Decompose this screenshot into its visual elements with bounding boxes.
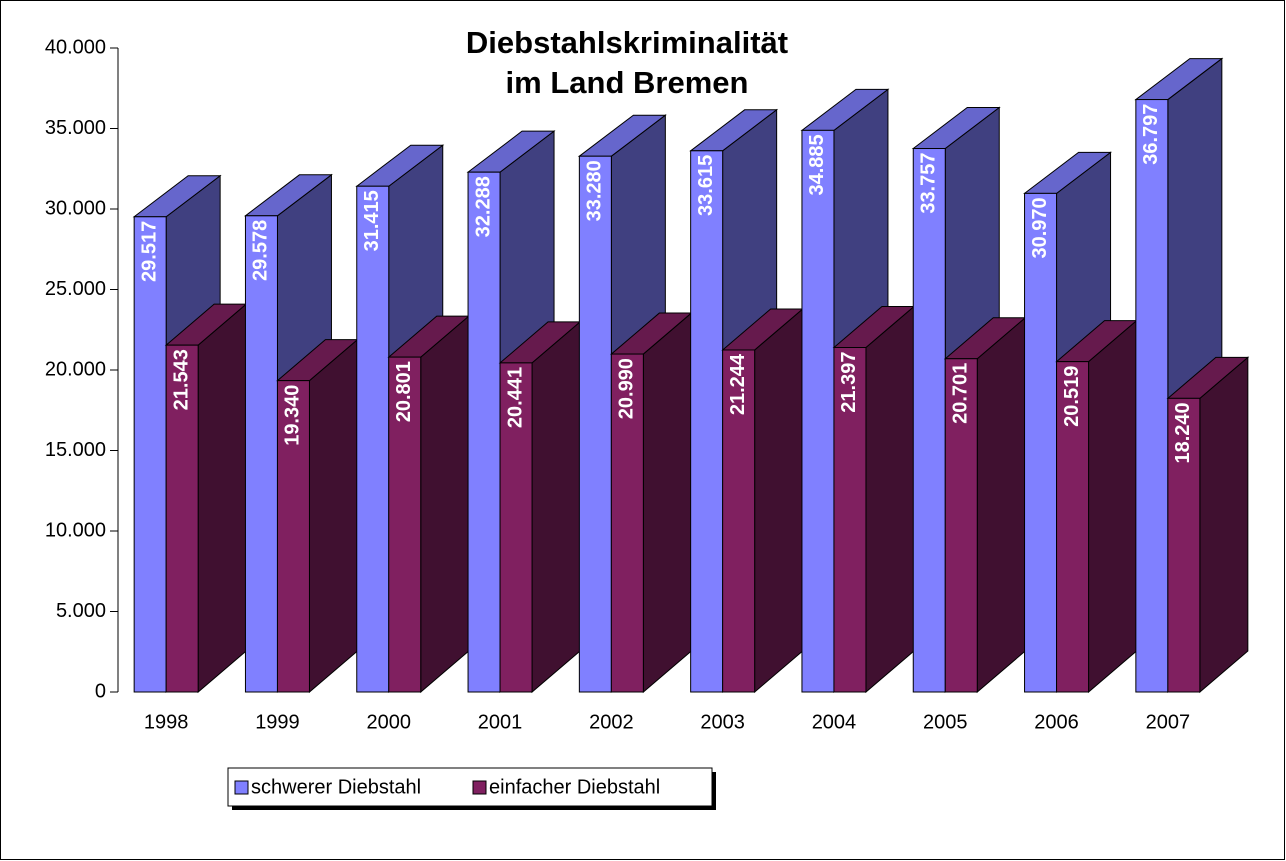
value-label: 29.578 (250, 220, 272, 281)
bar (1167, 397, 1201, 693)
bar (912, 148, 946, 693)
bar (833, 347, 867, 693)
legend-label: schwerer Diebstahl (251, 776, 421, 798)
value-label: 20.519 (1061, 366, 1083, 427)
value-label: 33.757 (918, 153, 940, 214)
value-label: 20.441 (504, 367, 526, 428)
y-tick-label: 25.000 (45, 278, 106, 300)
x-tick-label: 2002 (589, 711, 634, 733)
bar (1135, 99, 1169, 693)
y-tick-label: 15.000 (45, 439, 106, 461)
bar-side (642, 311, 692, 694)
bar-side (531, 320, 581, 694)
bar-side (754, 307, 804, 694)
value-label: 20.990 (616, 358, 638, 419)
bar-side (976, 316, 1026, 694)
value-label: 30.970 (1029, 197, 1051, 258)
x-tick-label: 1998 (144, 711, 189, 733)
bar (165, 344, 199, 693)
x-tick-label: 1999 (255, 711, 300, 733)
bar (722, 349, 756, 693)
bar (578, 155, 612, 693)
bar-side (420, 315, 470, 694)
y-tick-label: 30.000 (45, 197, 106, 219)
bar (276, 380, 310, 693)
x-tick-label: 2004 (812, 711, 857, 733)
y-tick-label: 40.000 (45, 36, 106, 58)
bar (801, 129, 835, 693)
value-label: 32.288 (472, 176, 494, 237)
bar-side (1088, 319, 1138, 694)
bar-side (865, 305, 915, 694)
value-label: 33.280 (584, 160, 606, 221)
legend-label: einfacher Diebstahl (489, 776, 660, 798)
value-label: 21.397 (838, 352, 860, 413)
value-label: 20.801 (393, 361, 415, 422)
x-tick-label: 2007 (1146, 711, 1191, 733)
value-label: 18.240 (1172, 402, 1194, 463)
x-tick-label: 2003 (700, 711, 745, 733)
legend-swatch (472, 780, 487, 795)
bar-side (197, 303, 247, 694)
chart-title: im Land Bremen (506, 65, 749, 100)
chart-title: Diebstahlskriminalität (466, 25, 788, 60)
bar (467, 171, 501, 693)
value-label: 19.340 (282, 385, 304, 446)
bar (388, 356, 422, 693)
bar-side (308, 338, 358, 694)
bar (944, 358, 978, 693)
legend (227, 767, 713, 807)
value-label: 33.615 (695, 155, 717, 216)
x-tick-label: 2000 (367, 711, 412, 733)
value-label: 31.415 (361, 190, 383, 251)
x-tick-label: 2001 (478, 711, 523, 733)
value-label: 21.543 (170, 349, 192, 410)
bar (1024, 192, 1058, 693)
value-label: 20.701 (950, 363, 972, 424)
value-label: 21.244 (727, 353, 749, 415)
y-tick-label: 5.000 (56, 600, 106, 622)
legend-swatch (234, 780, 249, 795)
bar (1056, 361, 1090, 693)
y-tick-label: 0 (95, 680, 106, 702)
y-tick-label: 35.000 (45, 117, 106, 139)
bar (244, 215, 278, 693)
bar (499, 362, 533, 693)
bar-side (1199, 356, 1249, 694)
bar (356, 185, 390, 693)
bar (690, 150, 724, 693)
value-label: 34.885 (806, 134, 828, 195)
value-label: 29.517 (138, 221, 160, 282)
y-tick-label: 20.000 (45, 358, 106, 380)
x-tick-label: 2006 (1034, 711, 1079, 733)
x-tick-label: 2005 (923, 711, 968, 733)
y-tick-label: 10.000 (45, 519, 106, 541)
value-label: 36.797 (1140, 104, 1162, 165)
bar (133, 216, 167, 693)
bar (610, 353, 644, 693)
